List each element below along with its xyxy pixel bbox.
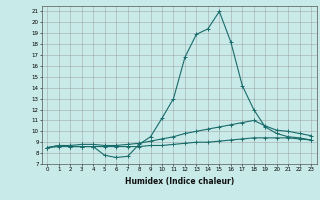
X-axis label: Humidex (Indice chaleur): Humidex (Indice chaleur)	[124, 177, 234, 186]
